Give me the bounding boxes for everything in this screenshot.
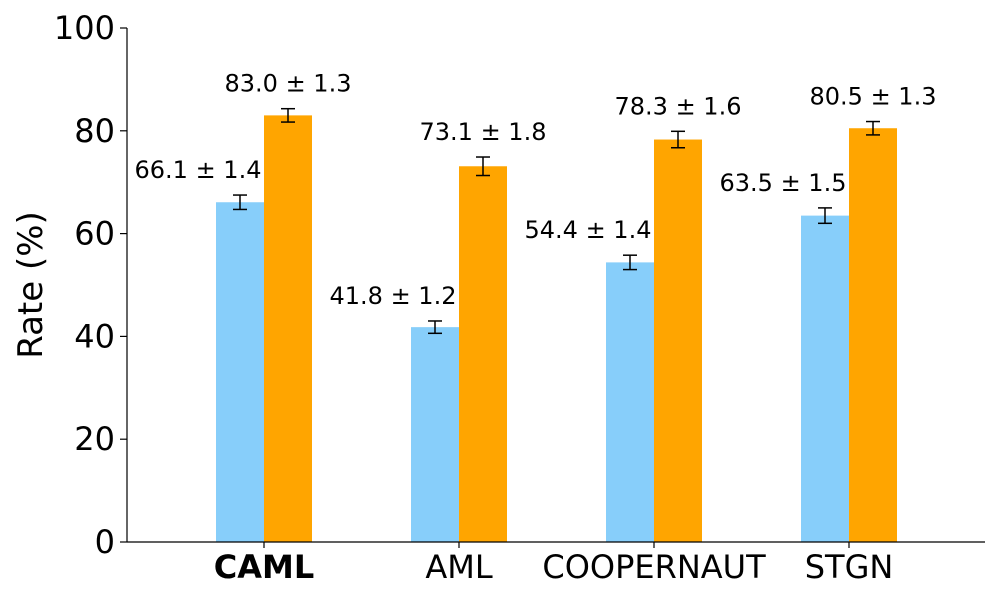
data-label-coopernaut-series-2: 78.3 ± 1.6 [615, 92, 742, 120]
y-tick-label-40: 40 [74, 317, 115, 355]
x-tick-label-stgn: STGN [805, 548, 894, 586]
error-bar-aml-series-2 [476, 156, 490, 177]
x-tick-label-caml: CAML [214, 548, 314, 586]
data-label-caml-series-2: 83.0 ± 1.3 [225, 70, 352, 98]
error-bar-stgn-series-2 [866, 120, 880, 136]
error-bar-caml-series-2 [281, 107, 295, 123]
error-bar-coopernaut-series-1 [623, 254, 637, 271]
y-ticks-layer: 0 20 40 60 80 100 [54, 9, 127, 561]
data-labels-layer: 66.1 ± 1.4 83.0 ± 1.3 41.8 ± 1.2 73.1 ± 1.8… [135, 70, 937, 310]
error-bar-coopernaut-series-2 [671, 130, 685, 149]
y-tick-label-60: 60 [74, 215, 115, 253]
data-label-stgn-series-2: 80.5 ± 1.3 [810, 83, 937, 111]
y-tick-label-20: 20 [74, 420, 115, 458]
error-bar-stgn-series-1 [818, 207, 832, 225]
x-tick-label-coopernaut: COOPERNAUT [542, 548, 766, 586]
error-bar-aml-series-1 [428, 320, 442, 335]
y-tick-label-80: 80 [74, 112, 115, 150]
bar-caml-series-2 [264, 115, 312, 542]
y-tick-label-100: 100 [54, 9, 115, 47]
bar-aml-series-2 [459, 166, 507, 543]
bar-stgn-series-1 [801, 215, 849, 543]
bar-coopernaut-series-2 [654, 139, 702, 542]
x-tick-label-aml: AML [425, 548, 493, 586]
error-bar-caml-series-1 [233, 194, 247, 211]
data-label-coopernaut-series-1: 54.4 ± 1.4 [525, 216, 652, 244]
bar-coopernaut-series-1 [606, 262, 654, 542]
data-label-stgn-series-1: 63.5 ± 1.5 [720, 169, 847, 197]
bar-aml-series-1 [411, 327, 459, 542]
bars-layer [216, 115, 897, 543]
bar-stgn-series-2 [849, 128, 897, 543]
error-bars-layer [233, 107, 880, 335]
x-ticks-layer: CAML AML COOPERNAUT STGN [214, 542, 894, 586]
data-label-aml-series-1: 41.8 ± 1.2 [330, 282, 457, 310]
y-tick-label-0: 0 [95, 523, 115, 561]
data-label-caml-series-1: 66.1 ± 1.4 [135, 156, 262, 184]
data-label-aml-series-2: 73.1 ± 1.8 [420, 118, 547, 146]
y-axis-title: Rate (%) [11, 211, 51, 359]
bar-caml-series-1 [216, 202, 264, 542]
